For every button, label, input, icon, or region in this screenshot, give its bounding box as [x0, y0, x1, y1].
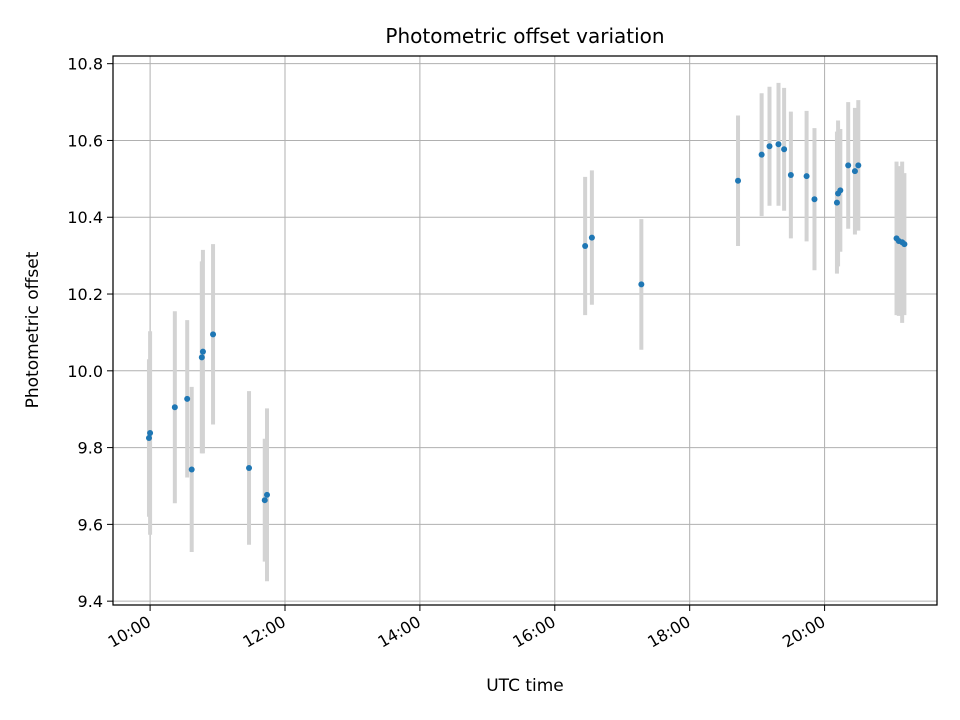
data-point — [264, 491, 271, 498]
x-tick-label: 10:00 — [105, 612, 154, 652]
x-tick-label: 14:00 — [374, 612, 423, 652]
y-tick-label: 10.4 — [67, 208, 103, 227]
data-point — [811, 196, 818, 203]
chart-title: Photometric offset variation — [385, 24, 664, 48]
data-point — [851, 168, 858, 175]
plot-area-frame — [112, 55, 938, 606]
data-point — [735, 177, 742, 184]
x-tick-label: 20:00 — [779, 612, 828, 652]
data-point — [261, 497, 268, 504]
error-bars — [146, 82, 907, 582]
data-point — [837, 187, 844, 194]
x-tick-label: 12:00 — [240, 612, 289, 652]
y-axis-label: Photometric offset — [23, 251, 43, 408]
data-point — [147, 430, 154, 437]
data-point — [184, 395, 191, 402]
gridlines — [113, 56, 937, 605]
x-axis-ticks: 10:00 12:00 14:00 16:00 18:00 20:00 — [105, 605, 829, 652]
data-point — [803, 173, 810, 180]
data-point — [758, 151, 765, 158]
data-point — [588, 234, 595, 241]
data-point — [210, 331, 217, 338]
y-tick-label: 10.6 — [67, 131, 103, 150]
data-point — [845, 162, 852, 169]
data-point — [775, 141, 782, 148]
y-axis-ticks: 9.4 9.6 9.8 10.0 10.2 10.4 10.6 10.8 — [67, 55, 113, 611]
y-tick-label: 9.4 — [78, 592, 103, 611]
x-tick-label: 16:00 — [509, 612, 558, 652]
data-points — [145, 141, 908, 504]
data-point — [638, 281, 645, 288]
data-point — [145, 434, 152, 441]
data-point — [766, 143, 773, 150]
y-tick-label: 9.8 — [78, 439, 103, 458]
data-point — [901, 241, 908, 248]
data-point — [198, 354, 205, 361]
data-point — [246, 464, 253, 471]
y-tick-label: 10.8 — [67, 55, 103, 74]
data-point — [787, 172, 794, 179]
y-tick-label: 9.6 — [78, 515, 103, 534]
data-point — [582, 243, 589, 250]
data-point — [833, 199, 840, 206]
data-point — [855, 162, 862, 169]
data-point — [199, 348, 206, 355]
y-tick-label: 10.0 — [67, 362, 103, 381]
x-tick-label: 18:00 — [644, 612, 693, 652]
y-tick-label: 10.2 — [67, 285, 103, 304]
x-axis-label: UTC time — [486, 676, 564, 696]
data-point — [188, 466, 195, 473]
data-point — [781, 146, 788, 153]
data-point — [171, 404, 178, 411]
